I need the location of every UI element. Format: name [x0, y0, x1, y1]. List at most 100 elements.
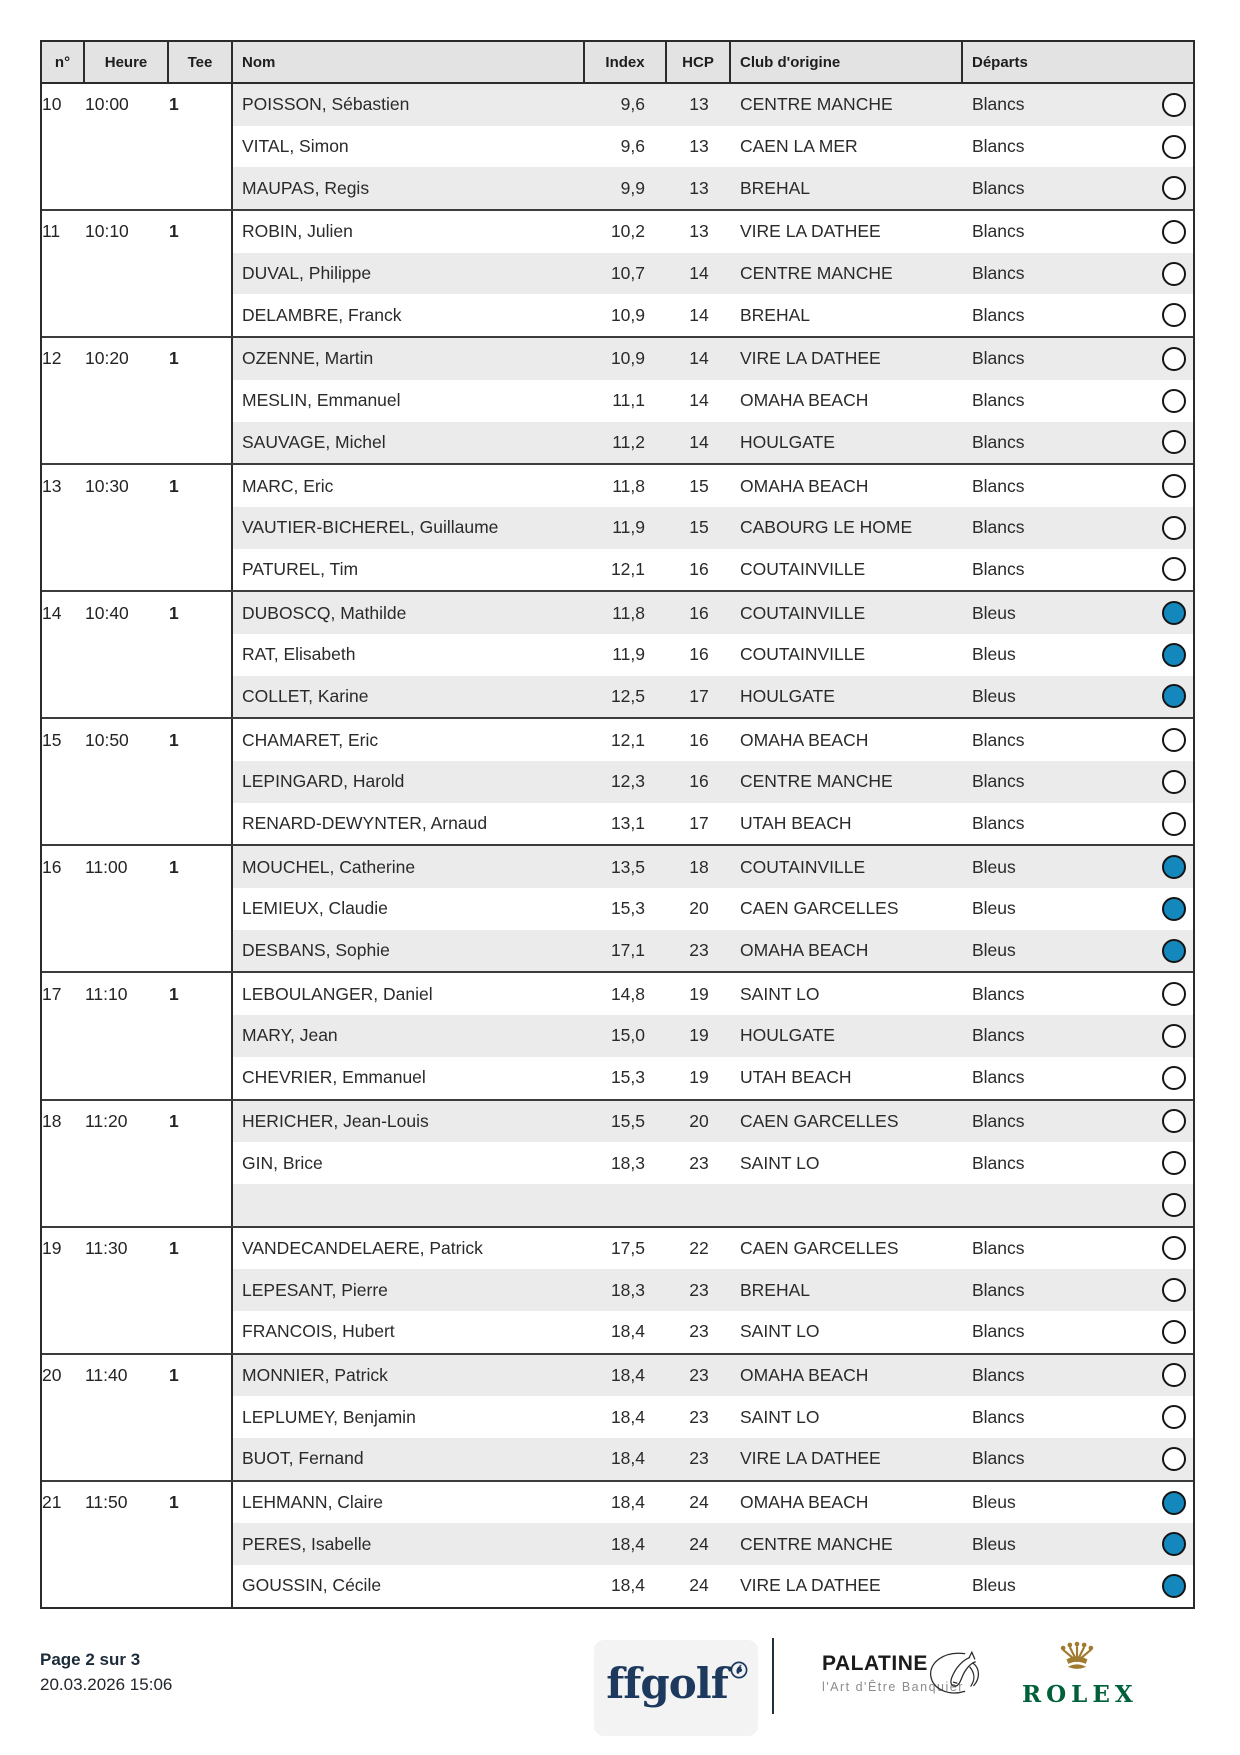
- depart-circle: [1162, 769, 1186, 794]
- player-club: UTAH BEACH: [740, 813, 852, 834]
- player-club: SAINT LO: [740, 1321, 820, 1342]
- player-index: 18,4: [610, 1492, 645, 1513]
- player-index: 15,3: [610, 1067, 645, 1088]
- depart-label: Bleus: [972, 1533, 1016, 1554]
- group-tee: 1: [169, 94, 179, 115]
- player-row: VANDECANDELAERE, Patrick 17,5 22 CAEN GARCE…: [233, 1227, 1193, 1270]
- player-hcp: 16: [689, 602, 709, 623]
- player-name: GOUSSIN, Cécile: [242, 1575, 382, 1596]
- depart-label: Blancs: [972, 263, 1025, 284]
- depart-circle: [1162, 1490, 1186, 1515]
- player-row: PATUREL, Tim 12,1 16 COUTAINVILLE Blancs: [233, 548, 1193, 591]
- player-name: MONNIER, Patrick: [242, 1364, 388, 1385]
- player-hcp: 24: [689, 1575, 709, 1596]
- player-name: LEPLUMEY, Benjamin: [242, 1406, 416, 1427]
- player-name: FRANCOIS, Hubert: [242, 1321, 395, 1342]
- player-row: CHAMARET, Eric 12,1 16 OMAHA BEACH Blancs: [233, 719, 1193, 761]
- player-index: 18,4: [610, 1321, 645, 1342]
- player-depart: Blancs: [963, 219, 1193, 244]
- player-depart: Blancs: [963, 557, 1193, 582]
- player-club: OMAHA BEACH: [740, 1364, 869, 1385]
- rolex-crown-icon: [1022, 1640, 1132, 1679]
- player-club: BREHAL: [740, 177, 811, 198]
- palatine-horse-icon: [924, 1648, 982, 1703]
- player-index: 11,9: [612, 644, 645, 665]
- player-hcp: 23: [689, 1152, 709, 1173]
- group-tee: 1: [169, 221, 179, 242]
- player-hcp: 13: [689, 94, 709, 115]
- group-time: 10:30: [85, 475, 129, 496]
- player-hcp: 16: [689, 771, 709, 792]
- group-meta-cell: 14 10:40 1: [42, 592, 233, 718]
- depart-circle: [1162, 1151, 1186, 1176]
- tee-time-group: 21 11:50 1 LEHMANN, Claire 18,4 24 OMAHA BEACH…: [42, 1479, 1193, 1607]
- player-row: GIN, Brice 18,3 23 SAINT LO Blancs: [233, 1142, 1193, 1184]
- group-meta: 16 11:00 1: [42, 846, 231, 888]
- depart-circle: [1162, 1446, 1186, 1471]
- player-index: 15,5: [610, 1110, 645, 1131]
- group-meta: 21 11:50 1: [42, 1482, 231, 1524]
- depart-circle: [1162, 515, 1186, 540]
- player-hcp: 18: [689, 856, 709, 877]
- player-depart: Blancs: [963, 1109, 1193, 1134]
- player-hcp: 14: [689, 304, 709, 325]
- player-club: SAINT LO: [740, 1406, 820, 1427]
- player-club: CAEN GARCELLES: [740, 898, 899, 919]
- player-row: RENARD-DEWYNTER, Arnaud 13,1 17 UTAH BEACH B…: [233, 802, 1193, 845]
- player-name: MOUCHEL, Catherine: [242, 856, 416, 877]
- player-hcp: 19: [689, 1067, 709, 1088]
- table-header-row: n° Heure Tee Nom Index HCP Club d'origin…: [42, 42, 1193, 84]
- player-row: DELAMBRE, Franck 10,9 14 BREHAL Blancs: [233, 294, 1193, 337]
- player-depart: Blancs: [963, 1405, 1193, 1430]
- player-index: 9,6: [620, 136, 645, 157]
- player-index: 17,1: [610, 940, 645, 961]
- player-name: OZENNE, Martin: [242, 348, 374, 369]
- depart-circle: [1162, 1065, 1186, 1090]
- group-rows: MONNIER, Patrick 18,4 23 OMAHA BEACH Blancs L…: [233, 1354, 1193, 1480]
- group-number: 21: [42, 1492, 62, 1513]
- player-depart: [963, 1192, 1193, 1217]
- player-index: 10,9: [610, 348, 645, 369]
- player-hcp: 23: [689, 1406, 709, 1427]
- depart-circle: [1162, 303, 1186, 328]
- column-header-heure: Heure: [85, 42, 169, 82]
- player-row: FRANCOIS, Hubert 18,4 23 SAINT LO Blancs: [233, 1310, 1193, 1353]
- group-meta-cell: 21 11:50 1: [42, 1481, 233, 1607]
- column-header-tee: Tee: [169, 42, 233, 82]
- depart-circle: [1162, 134, 1186, 159]
- group-time: 11:40: [85, 1364, 128, 1385]
- group-time: 10:00: [85, 94, 129, 115]
- player-name: LEBOULANGER, Daniel: [242, 983, 433, 1004]
- player-name: GIN, Brice: [242, 1152, 323, 1173]
- depart-circle: [1162, 855, 1186, 880]
- group-rows: MOUCHEL, Catherine 13,5 18 COUTAINVILLE Bleu…: [233, 846, 1193, 972]
- player-row: DUVAL, Philippe 10,7 14 CENTRE MANCHE Blancs: [233, 252, 1193, 295]
- column-header-num: n°: [42, 42, 85, 82]
- player-club: OMAHA BEACH: [740, 729, 869, 750]
- player-hcp: 19: [689, 1025, 709, 1046]
- player-hcp: 15: [689, 517, 709, 538]
- depart-circle: [1162, 474, 1186, 499]
- group-number: 17: [42, 983, 62, 1004]
- group-rows: LEHMANN, Claire 18,4 24 OMAHA BEACH Bleus PER…: [233, 1481, 1193, 1607]
- player-row: MESLIN, Emmanuel 11,1 14 OMAHA BEACH Blancs: [233, 379, 1193, 422]
- player-index: 18,4: [610, 1406, 645, 1427]
- depart-circle: [1162, 811, 1186, 836]
- depart-label: Blancs: [972, 475, 1025, 496]
- player-club: OMAHA BEACH: [740, 390, 869, 411]
- depart-label: Blancs: [972, 348, 1025, 369]
- depart-label: Blancs: [972, 1279, 1025, 1300]
- player-row: VITAL, Simon 9,6 13 CAEN LA MER Blancs: [233, 125, 1193, 168]
- group-number: 19: [42, 1237, 62, 1258]
- player-hcp: 15: [689, 475, 709, 496]
- player-name: DUBOSCQ, Mathilde: [242, 602, 407, 623]
- footer-divider: [772, 1638, 774, 1714]
- player-club: OMAHA BEACH: [740, 475, 869, 496]
- depart-circle: [1162, 346, 1186, 371]
- group-meta: 18 11:20 1: [42, 1101, 231, 1143]
- player-depart: Bleus: [963, 642, 1193, 667]
- player-hcp: 14: [689, 263, 709, 284]
- player-name: RENARD-DEWYNTER, Arnaud: [242, 813, 488, 834]
- player-club: VIRE LA DATHEE: [740, 221, 881, 242]
- player-hcp: 16: [689, 729, 709, 750]
